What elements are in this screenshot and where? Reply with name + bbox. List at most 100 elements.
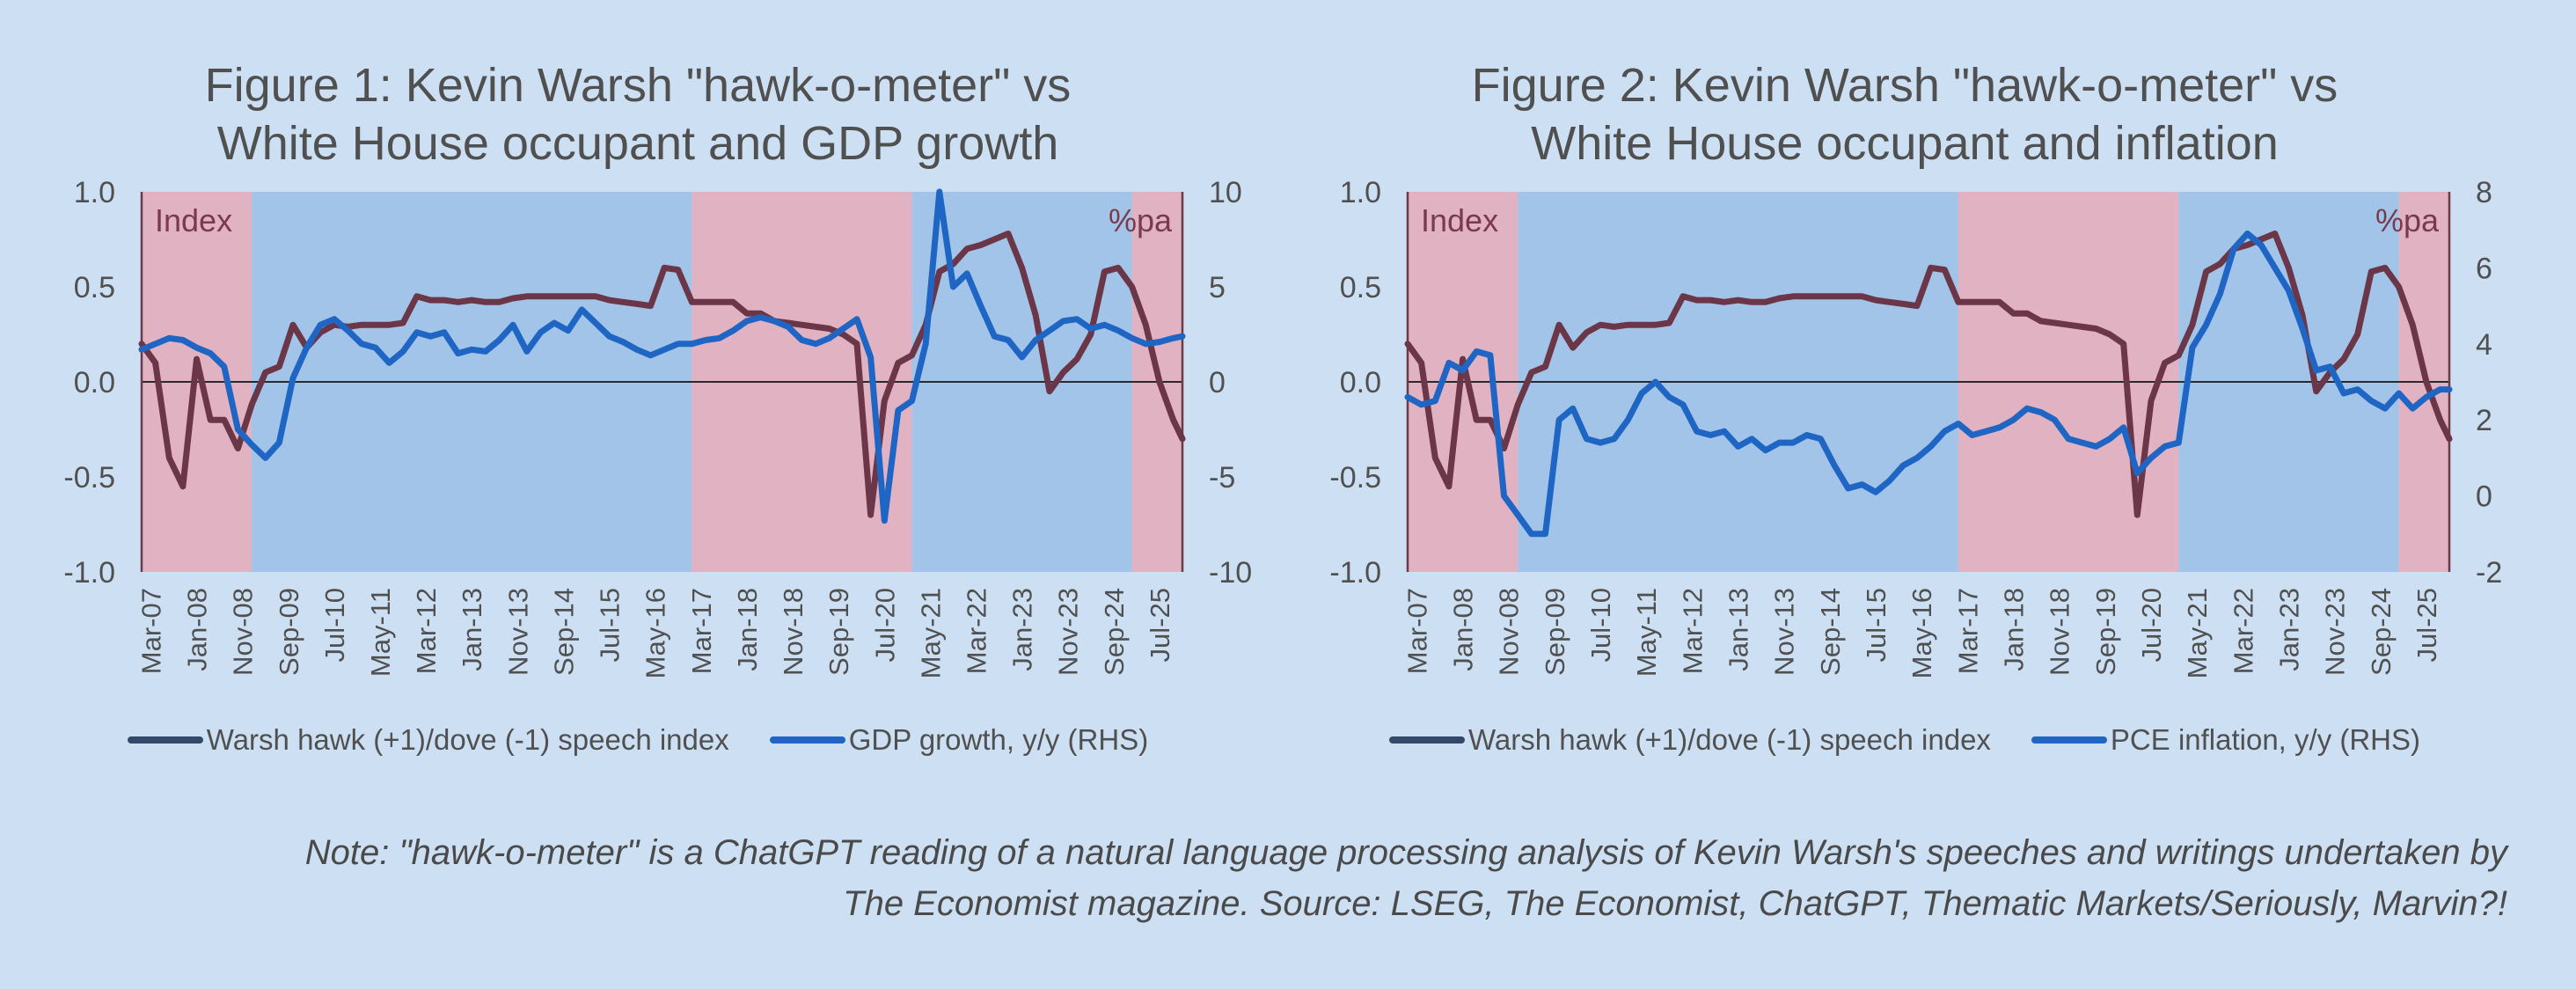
x-tick-label: Mar-22 bbox=[2228, 588, 2258, 674]
legend-item-pce: PCE inflation, y/y (RHS) bbox=[2031, 723, 2420, 757]
annotation-pct: %pa bbox=[2375, 202, 2440, 238]
x-tick-label: Sep-24 bbox=[2366, 588, 2397, 676]
y-right-tick-label: 4 bbox=[2476, 328, 2492, 362]
figure-2-chart: 1.0 0.5 0.0 -0.5 -1.0 8 6 4 2 0 -2 Mar-07 Jan-08 Nov-… bbox=[1329, 176, 2502, 678]
y-right-tick-label: 8 bbox=[2476, 176, 2492, 209]
legend-label-warsh-2: Warsh hawk (+1)/dove (-1) speech index bbox=[1467, 723, 1991, 756]
x-tick-label: Mar-17 bbox=[1952, 588, 1983, 674]
x-tick-label: Jul-20 bbox=[869, 588, 900, 662]
x-tick-label: Mar-07 bbox=[1401, 588, 1432, 674]
x-tick-label: Nov-18 bbox=[2045, 588, 2075, 676]
x-tick-label: Jul-25 bbox=[2411, 588, 2442, 662]
legend-item-warsh-2: Warsh hawk (+1)/dove (-1) speech index bbox=[1388, 723, 1991, 757]
source-note-line-2: The Economist magazine. Source: LSEG, Th… bbox=[843, 884, 2507, 923]
x-tick-label: Jul-20 bbox=[2136, 588, 2167, 662]
annotation-pct: %pa bbox=[1109, 202, 1173, 238]
x-tick-label: Jul-15 bbox=[1861, 588, 1892, 662]
y-left-tick-label: 1.0 bbox=[1340, 176, 1381, 209]
x-tick-label: Mar-07 bbox=[135, 588, 166, 674]
annotation-index: Index bbox=[1421, 202, 1498, 238]
legend-item-warsh: Warsh hawk (+1)/dove (-1) speech index bbox=[127, 723, 729, 757]
x-tick-label: Jan-23 bbox=[1007, 588, 1038, 671]
x-tick-label: Jan-23 bbox=[2273, 588, 2304, 671]
figure-1-legend: Warsh hawk (+1)/dove (-1) speech index G… bbox=[0, 723, 1276, 757]
y-right-tick-label: 2 bbox=[2476, 404, 2492, 437]
x-tick-label: May-11 bbox=[365, 588, 396, 677]
x-tick-label: Jan-18 bbox=[732, 588, 763, 671]
figure-2-title-line-2: White House occupant and inflation bbox=[1531, 117, 2279, 170]
x-tick-label: Sep-09 bbox=[274, 588, 304, 676]
x-tick-label: Mar-12 bbox=[1677, 588, 1708, 674]
series-line-macro-rhs bbox=[138, 188, 1186, 524]
figure-1-title-line-1: Figure 1: Kevin Warsh "hawk-o-meter" vs bbox=[204, 59, 1072, 112]
x-tick-label: Sep-14 bbox=[548, 588, 579, 676]
x-tick-label: May-21 bbox=[2182, 588, 2213, 678]
x-tick-label: Mar-22 bbox=[961, 588, 992, 674]
y-right-tick-label: 0 bbox=[1209, 366, 1226, 399]
x-tick-label: Sep-19 bbox=[2090, 588, 2121, 676]
y-right-tick-label: 6 bbox=[2476, 252, 2492, 285]
figure-2-panel: Figure 2: Kevin Warsh "hawk-o-meter" vs … bbox=[1267, 0, 2543, 792]
legend-swatch-warsh bbox=[127, 736, 203, 744]
x-tick-label: May-11 bbox=[1631, 588, 1662, 677]
series-line-warsh-index bbox=[1404, 231, 2453, 518]
legend-label-pce: PCE inflation, y/y (RHS) bbox=[2110, 723, 2421, 756]
figure-2-title-line-1: Figure 2: Kevin Warsh "hawk-o-meter" vs bbox=[1471, 59, 2338, 112]
x-tick-label: Nov-23 bbox=[1053, 588, 1084, 676]
figure-1-chart: 1.0 0.5 0.0 -0.5 -1.0 10 5 0 -5 -10 Mar-07 Jan-08 No… bbox=[63, 176, 1252, 678]
figure-1-panel: Figure 1: Kevin Warsh "hawk-o-meter" vs … bbox=[0, 0, 1276, 792]
y-left-tick-label: 0.5 bbox=[1340, 271, 1381, 304]
x-tick-label: Nov-13 bbox=[1769, 588, 1800, 676]
x-tick-label: Nov-23 bbox=[2320, 588, 2351, 676]
x-tick-label: Jan-13 bbox=[457, 588, 487, 671]
source-note-line-1: Note: "hawk-o-meter" is a ChatGPT readin… bbox=[304, 833, 2507, 872]
x-tick-label: Mar-12 bbox=[411, 588, 442, 674]
x-tick-label: Jan-13 bbox=[1723, 588, 1754, 671]
legend-label-warsh: Warsh hawk (+1)/dove (-1) speech index bbox=[206, 723, 729, 756]
legend-swatch-pce bbox=[2031, 736, 2107, 744]
series-line-macro-rhs bbox=[1404, 231, 2453, 538]
x-tick-label: May-21 bbox=[915, 588, 946, 678]
x-tick-label: Jul-10 bbox=[1585, 588, 1616, 662]
figure-1-title-line-2: White House occupant and GDP growth bbox=[216, 117, 1059, 170]
y-left-tick-label: 0.0 bbox=[1340, 366, 1381, 399]
figure-2-legend: Warsh hawk (+1)/dove (-1) speech index P… bbox=[1267, 723, 2543, 757]
x-tick-label: Mar-17 bbox=[686, 588, 717, 674]
figure-1-title: Figure 1: Kevin Warsh "hawk-o-meter" vs … bbox=[0, 56, 1276, 172]
y-left-tick-label: -0.5 bbox=[1329, 461, 1381, 494]
x-tick-label: Jan-08 bbox=[182, 588, 213, 671]
legend-swatch-gdp bbox=[769, 736, 845, 744]
legend-label-gdp: GDP growth, y/y (RHS) bbox=[848, 723, 1149, 756]
x-tick-label: Jul-10 bbox=[319, 588, 350, 662]
x-tick-label: Sep-24 bbox=[1099, 588, 1130, 676]
y-left-tick-label: 1.0 bbox=[74, 176, 115, 209]
x-tick-label: Nov-08 bbox=[228, 588, 259, 676]
x-tick-label: Nov-18 bbox=[778, 588, 809, 676]
y-left-tick-label: 0.5 bbox=[74, 271, 115, 304]
y-right-tick-label: 10 bbox=[1209, 176, 1242, 209]
x-tick-label: Sep-19 bbox=[823, 588, 854, 676]
x-tick-label: Sep-14 bbox=[1815, 588, 1846, 676]
y-left-tick-label: 0.0 bbox=[74, 366, 115, 399]
y-left-tick-label: -0.5 bbox=[63, 461, 115, 494]
x-tick-label: Jul-15 bbox=[595, 588, 626, 662]
y-right-tick-label: -10 bbox=[1209, 556, 1252, 590]
y-left-tick-label: -1.0 bbox=[63, 556, 115, 590]
y-right-tick-label: 5 bbox=[1209, 271, 1226, 304]
source-note: Note: "hawk-o-meter" is a ChatGPT readin… bbox=[62, 827, 2507, 929]
x-tick-label: Jul-25 bbox=[1145, 588, 1175, 662]
y-right-tick-label: 0 bbox=[2476, 480, 2492, 514]
figure-2-title: Figure 2: Kevin Warsh "hawk-o-meter" vs … bbox=[1267, 56, 2543, 172]
y-left-tick-label: -1.0 bbox=[1329, 556, 1381, 590]
x-tick-label: Nov-08 bbox=[1494, 588, 1525, 676]
x-tick-label: May-16 bbox=[1906, 588, 1937, 678]
y-right-tick-label: -5 bbox=[1209, 461, 1235, 494]
legend-item-gdp: GDP growth, y/y (RHS) bbox=[769, 723, 1149, 757]
x-tick-label: May-16 bbox=[640, 588, 671, 678]
legend-swatch-warsh-2 bbox=[1388, 736, 1465, 744]
y-right-tick-label: -2 bbox=[2476, 556, 2502, 590]
x-tick-label: Nov-13 bbox=[502, 588, 533, 676]
x-tick-label: Sep-09 bbox=[1540, 588, 1570, 676]
annotation-index: Index bbox=[155, 202, 232, 238]
x-tick-label: Jan-08 bbox=[1448, 588, 1479, 671]
